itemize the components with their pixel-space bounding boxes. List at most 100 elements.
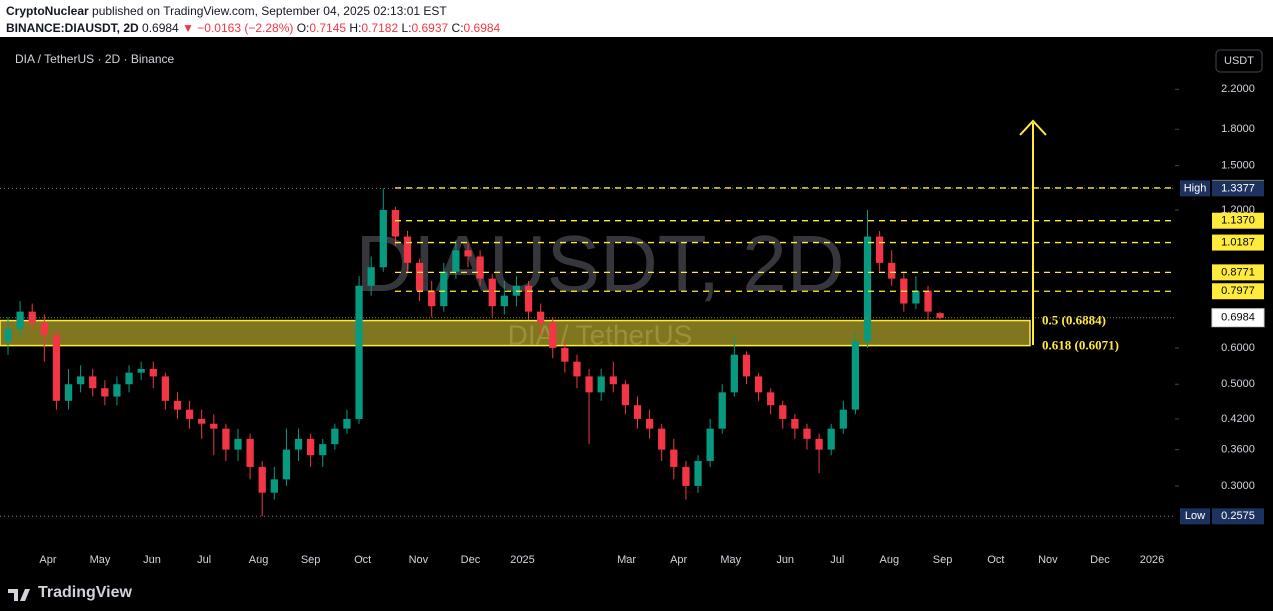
level-box	[1212, 264, 1264, 281]
last-price-box	[1211, 308, 1265, 328]
candle-body	[754, 376, 763, 393]
candle-body	[258, 466, 266, 493]
candle-body	[379, 209, 387, 268]
candle-body	[779, 405, 787, 419]
candle-body	[694, 460, 702, 486]
chart: DIAUSDT, 2D DIA / TetherUS DIA / TetherU…	[0, 37, 1273, 577]
candle-body	[912, 290, 920, 304]
extreme-label: 1.3377	[1221, 182, 1255, 194]
candle-body	[319, 444, 327, 456]
extreme-box	[1212, 180, 1264, 197]
symbol: BINANCE:DIAUSDT, 2D	[6, 21, 139, 35]
extreme-name-box	[1180, 180, 1210, 197]
fib-zone	[0, 319, 1031, 347]
candle-body	[706, 428, 714, 461]
ohlc-value: 0.7145	[309, 21, 347, 35]
extreme-name-box	[1180, 508, 1210, 525]
x-tick-label: Jun	[143, 554, 161, 566]
candle-body	[282, 449, 291, 480]
x-tick-label: Mar	[617, 554, 636, 566]
currency: USDT	[1224, 55, 1254, 67]
ohlc-label: H:	[349, 21, 362, 35]
extreme-name: Low	[1185, 510, 1205, 522]
level-label: 1.0187	[1221, 236, 1255, 248]
candle-body	[803, 428, 811, 439]
candle-body	[367, 267, 375, 286]
x-tick-label: Sep	[933, 554, 953, 566]
candle-body	[198, 418, 206, 424]
header: CryptoNuclear published on TradingView.c…	[0, 0, 1273, 37]
candle-body	[682, 466, 690, 486]
target-arrow	[1019, 119, 1047, 345]
x-tick-label: May	[720, 554, 741, 566]
candle-body	[16, 311, 24, 329]
y-tick-label: 1.5000	[1221, 159, 1255, 171]
candle-body	[658, 428, 666, 450]
candle-body	[609, 376, 617, 385]
candle-body	[633, 405, 642, 419]
candle-body	[561, 347, 569, 362]
candle-body	[28, 311, 36, 324]
candle-body	[89, 376, 97, 389]
level-label: 1.1370	[1221, 215, 1255, 227]
candle-body	[391, 209, 400, 237]
x-tick-label: Dec	[461, 554, 481, 566]
extreme-name: High	[1184, 182, 1207, 194]
currency-box[interactable]	[1215, 49, 1263, 73]
candle-body	[476, 256, 484, 279]
y-tick-label: 2.2000	[1221, 83, 1255, 95]
candle-body	[888, 262, 896, 279]
candle-body	[173, 400, 182, 410]
level-box	[1212, 212, 1264, 229]
x-tick-label: May	[90, 554, 111, 566]
candle-body	[549, 323, 557, 348]
candle-body	[246, 438, 254, 467]
candle-body	[730, 354, 738, 393]
candle-body	[924, 290, 932, 312]
candle-body	[670, 449, 678, 467]
fib-label: 0.618 (0.6071)	[1042, 338, 1119, 353]
candle-body	[64, 384, 73, 401]
y-tick-label: 0.3600	[1221, 444, 1255, 456]
y-tick-label: 0.6000	[1221, 342, 1255, 354]
candle-body	[222, 428, 230, 450]
x-tick-label: 2026	[1140, 554, 1164, 566]
candle-body	[113, 384, 121, 397]
candle-body	[210, 423, 218, 429]
extreme-box	[1212, 508, 1264, 525]
candle-body	[464, 250, 472, 257]
candle-body	[52, 335, 61, 401]
candle-body	[791, 418, 799, 429]
level-box	[1212, 234, 1264, 251]
candle-body	[428, 290, 436, 307]
candle-body	[488, 278, 496, 307]
candle-body	[524, 285, 533, 312]
candle-body	[597, 376, 605, 393]
level-label: 0.8771	[1221, 266, 1255, 278]
candle-body	[452, 250, 460, 272]
candle-body	[440, 271, 448, 307]
x-tick-label: Nov	[409, 554, 429, 566]
x-tick-label: Oct	[987, 554, 1004, 566]
last: 0.6984	[142, 21, 179, 35]
candle-body	[815, 438, 823, 450]
candle-body	[767, 392, 775, 406]
watermark: DIAUSDT, 2D	[356, 219, 845, 308]
logo: TradingView	[38, 584, 132, 601]
candle-body	[415, 262, 424, 291]
candle-body	[718, 392, 726, 429]
legend: DIA / TetherUS · 2D · Binance	[15, 52, 175, 66]
extreme-label: 0.2575	[1221, 510, 1255, 522]
ohlc-label: L:	[401, 21, 412, 35]
candle-body	[621, 384, 630, 406]
candle-body	[875, 236, 884, 263]
candle-body	[161, 376, 169, 401]
fib-label: 0.5 (0.6884)	[1042, 313, 1106, 328]
logo-icon	[8, 589, 30, 601]
candle-body	[40, 323, 48, 336]
published: published on TradingView.com, September …	[92, 4, 447, 18]
candle-body	[294, 438, 303, 450]
candle-body	[4, 328, 12, 342]
candle-body	[125, 372, 133, 385]
